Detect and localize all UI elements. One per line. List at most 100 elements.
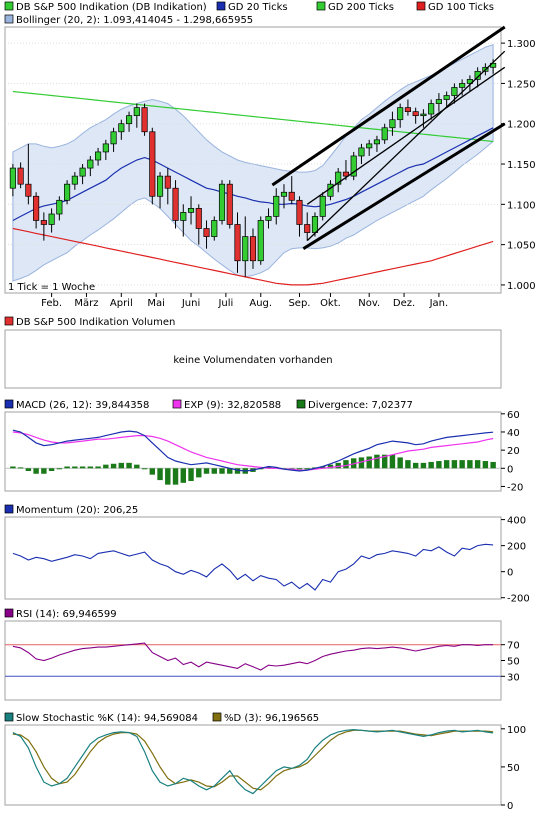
divergence-bar [482,461,489,469]
divergence-bar [134,464,140,469]
y-tick-label: 1.200 [507,120,536,131]
divergence-bar [149,468,156,475]
candle [195,208,202,229]
legend-swatch [416,1,426,11]
divergence-bar [227,468,233,474]
candle [48,213,55,225]
legend-label: GD 100 Ticks [428,2,494,13]
trend-line [271,25,506,187]
candle [17,167,24,185]
legend-label: EXP (9): 32,820588 [184,400,281,411]
candle [381,127,388,141]
candle [397,107,404,121]
y-tick-label: 1.050 [507,241,536,252]
divergence-bar [320,466,326,469]
candle [102,143,109,153]
divergence-bar [327,464,334,469]
candle [56,199,63,215]
legend-swatch-volume [4,316,14,326]
legend-swatch [4,399,14,409]
legend-swatch [172,399,182,409]
y-tick-label: -20 [507,482,523,493]
trend-line [302,122,506,250]
legend-label: GD 20 Ticks [228,2,288,13]
candle [389,119,396,129]
divergence-bar [110,463,117,469]
y-tick-label: 60 [507,410,520,421]
x-tick-label: April [110,298,133,309]
divergence-bar [412,462,419,469]
candle [126,115,133,125]
tick-note: 1 Tick = 1 Woche [8,282,95,293]
x-tick-label: Okt. [320,298,341,309]
candle [25,183,32,197]
y-tick-label: 400 [507,516,526,527]
divergence-bar [172,468,179,485]
divergence-bar [118,462,125,469]
divergence-bar [381,454,388,469]
candle [280,191,288,197]
candle [149,131,156,197]
candle [133,107,140,117]
candle [443,95,450,100]
stoch-d-line [12,729,494,791]
stoch-k-line [12,728,494,795]
candle [79,167,86,177]
divergence-bar [219,468,225,474]
divergence-bar [126,462,132,469]
candle [420,113,427,117]
y-tick-label: -200 [507,594,530,605]
divergence-bar [265,466,272,469]
candle [257,220,264,262]
divergence-bar [157,468,163,481]
candle [335,171,342,185]
momentum-line [12,543,494,591]
legend-label: RSI (14): 69,946599 [16,609,117,620]
divergence-bar [374,454,380,469]
divergence-bar [443,460,450,469]
legend-swatch [4,712,14,722]
divergence-bar [10,466,16,469]
y-tick-label: 1.150 [507,160,536,171]
divergence-bar [79,466,86,469]
candle [226,183,233,225]
gd200-line [12,90,494,143]
divergence-bar [467,460,473,469]
panel-frame-vol [4,329,502,389]
divergence-bar [296,468,303,470]
y-tick-label: 200 [507,542,526,553]
x-tick-label: Dez. [393,298,415,309]
divergence-bar [389,454,396,469]
candle [366,143,373,149]
divergence-bar [211,468,217,474]
y-tick-label: 20 [507,446,520,457]
y-tick-label: 1.000 [507,281,536,292]
candle [110,131,117,145]
y-tick-label: 0 [507,464,513,475]
macd-line [12,429,494,472]
candle [33,195,40,221]
candle [451,87,458,96]
divergence-bar [48,468,55,472]
legend-swatch [4,1,14,11]
legend-swatch-bollinger [4,14,14,24]
divergence-bar [335,462,341,469]
divergence-bar [87,466,94,469]
candle [218,183,226,221]
x-tick-label: Juni [181,298,200,309]
candle [358,147,365,157]
y-tick-label: 1.300 [507,39,536,50]
y-tick-label: 0 [507,801,513,812]
candle [404,107,411,112]
y-tick-label: 1.250 [507,79,536,90]
candle [428,103,435,115]
volume-message: keine Volumendaten vorhanden [173,355,332,366]
divergence-bar [196,468,202,478]
legend-swatch [212,712,222,722]
candle [141,107,148,133]
y-tick-label: 30 [507,672,520,683]
divergence-bar [304,468,310,470]
candle [296,199,303,225]
legend-label: Momentum (20): 206,25 [16,505,138,516]
rsi-line [12,642,494,671]
